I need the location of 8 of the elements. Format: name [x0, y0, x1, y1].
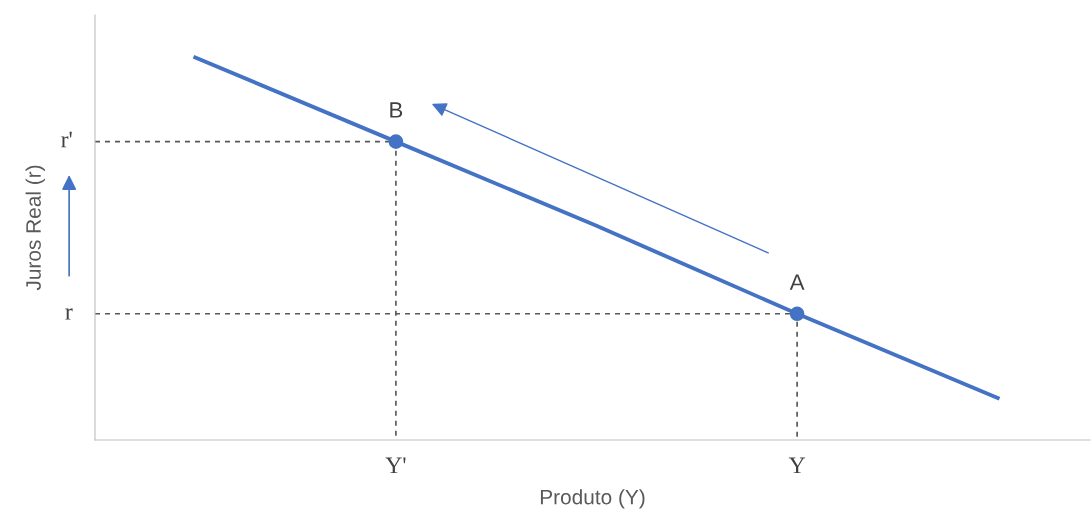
- x-tick-label: Y': [385, 457, 406, 474]
- x-axis-title: Produto (Y): [540, 489, 645, 509]
- annotation: A: [789, 274, 805, 290]
- y-axis-title: Juros Real (r): [25, 165, 45, 291]
- annotation: B: [390, 102, 403, 118]
- text: r': [61, 131, 72, 148]
- text: r: [65, 308, 73, 320]
- x-tick-label: Y: [788, 457, 806, 474]
